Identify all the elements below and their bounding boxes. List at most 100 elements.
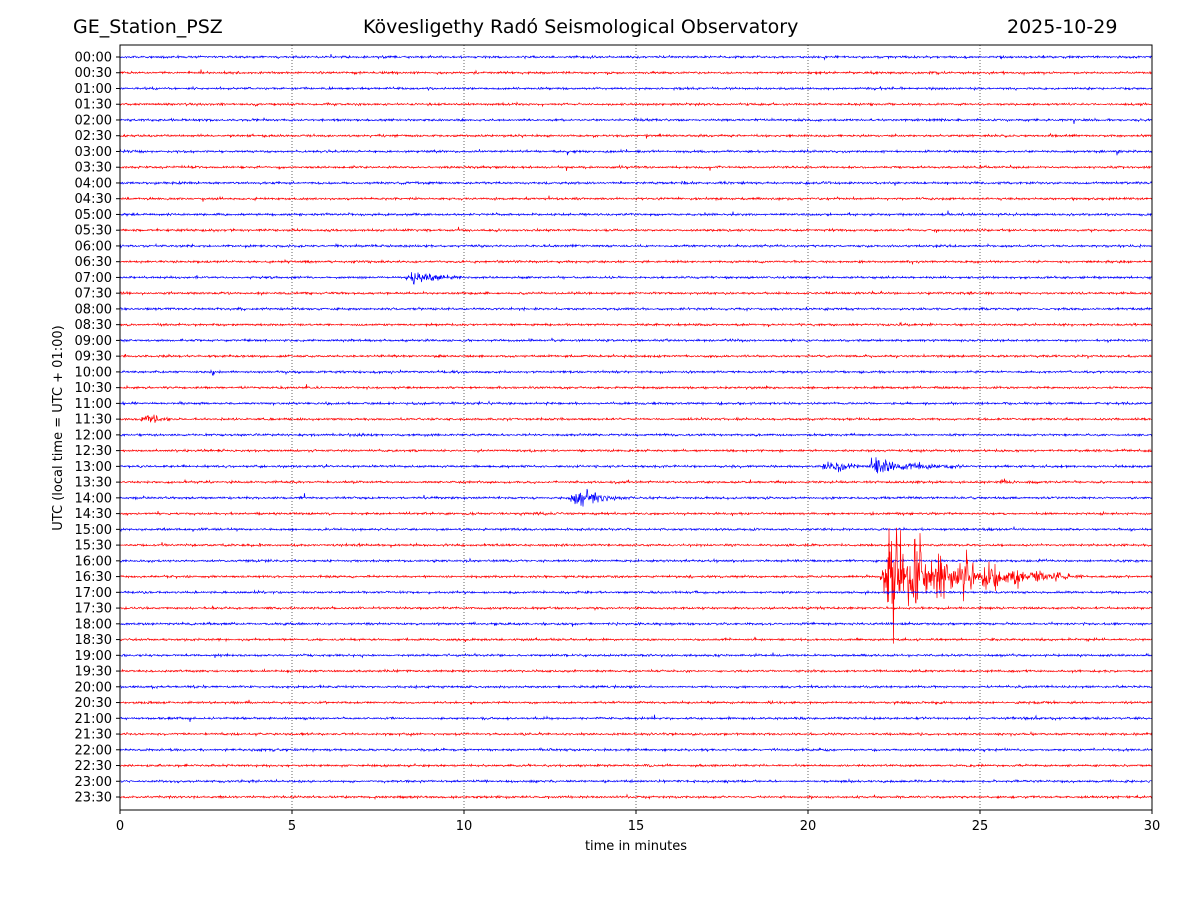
row-time-label: 17:30 (75, 602, 112, 617)
seismic-trace-1530 (120, 542, 1152, 548)
seismic-trace-0300 (120, 148, 1152, 156)
seismic-trace-1230 (120, 448, 1152, 454)
row-time-label: 01:30 (75, 98, 112, 113)
seismic-trace-1400 (120, 488, 1152, 507)
seismic-trace-0030 (120, 69, 1152, 76)
seismic-trace-2130 (120, 730, 1152, 738)
row-time-label: 05:30 (75, 224, 112, 239)
seismic-trace-2000 (120, 684, 1152, 690)
row-time-label: 14:00 (75, 491, 112, 506)
row-time-label: 16:00 (75, 554, 112, 569)
row-time-label: 07:30 (75, 287, 112, 302)
row-time-label: 19:30 (75, 665, 112, 680)
row-time-label: 20:30 (75, 696, 112, 711)
station-title: GE_Station_PSZ (73, 16, 223, 38)
x-tick-label: 15 (628, 819, 645, 834)
seismic-trace-0400 (120, 180, 1152, 186)
seismic-trace-2300 (120, 778, 1152, 784)
seismic-trace-1630 (120, 527, 1152, 644)
seismic-trace-1100 (120, 400, 1152, 407)
x-tick-label: 0 (116, 819, 124, 834)
seismic-trace-1130 (120, 414, 1152, 423)
seismic-trace-1800 (120, 621, 1152, 627)
seismic-trace-0700 (120, 272, 1152, 285)
row-time-label: 13:00 (75, 460, 112, 475)
row-time-label: 16:30 (75, 570, 112, 585)
row-time-label: 04:30 (75, 192, 112, 207)
row-time-label: 12:00 (75, 428, 112, 443)
row-time-label: 12:30 (75, 444, 112, 459)
row-time-label: 00:30 (75, 66, 112, 81)
seismic-trace-2330 (120, 793, 1152, 801)
row-time-label: 23:30 (75, 791, 112, 806)
row-time-label: 02:30 (75, 129, 112, 144)
row-time-label: 13:30 (75, 476, 112, 491)
seismic-trace-0330 (120, 164, 1152, 172)
seismic-trace-0130 (120, 101, 1152, 108)
row-time-label: 21:00 (75, 712, 112, 727)
seismic-trace-1000 (120, 368, 1152, 376)
seismic-trace-1700 (120, 589, 1152, 596)
row-time-label: 20:00 (75, 680, 112, 695)
row-time-label: 10:00 (75, 365, 112, 380)
chart-title: Kövesligethy Radó Seismological Observat… (363, 16, 799, 38)
seismic-trace-0230 (120, 132, 1152, 139)
row-time-label: 19:00 (75, 649, 112, 664)
seismic-trace-0630 (120, 258, 1152, 265)
row-time-label: 10:30 (75, 381, 112, 396)
seismic-trace-1930 (120, 668, 1152, 674)
seismic-trace-2100 (120, 714, 1152, 722)
seismic-trace-1030 (120, 384, 1152, 391)
seismic-trace-0530 (120, 226, 1152, 234)
row-time-label: 18:30 (75, 633, 112, 648)
row-time-label: 11:30 (75, 413, 112, 428)
row-time-label: 06:30 (75, 255, 112, 270)
x-tick-label: 10 (456, 819, 473, 834)
seismic-trace-0000 (120, 54, 1152, 61)
row-time-label: 05:00 (75, 208, 112, 223)
row-time-label: 15:00 (75, 523, 112, 538)
seismic-trace-0930 (120, 353, 1152, 360)
seismic-trace-1830 (120, 636, 1152, 643)
seismic-trace-2200 (120, 746, 1152, 753)
seismic-trace-0600 (120, 242, 1152, 249)
x-tick-label: 20 (800, 819, 817, 834)
seismic-trace-1500 (120, 526, 1152, 533)
x-tick-label: 25 (972, 819, 989, 834)
x-axis-label: time in minutes (585, 839, 687, 854)
row-time-label: 18:00 (75, 617, 112, 632)
row-time-label: 09:00 (75, 334, 112, 349)
seismic-trace-0900 (120, 337, 1152, 344)
row-time-label: 21:30 (75, 728, 112, 743)
row-time-label: 00:00 (75, 51, 112, 66)
seismic-trace-0100 (120, 85, 1152, 92)
row-time-label: 02:00 (75, 113, 112, 128)
seismic-trace-2230 (120, 762, 1152, 769)
row-time-label: 14:30 (75, 507, 112, 522)
row-time-label: 06:00 (75, 239, 112, 254)
y-axis-label: UTC (local time = UTC + 01:00) (51, 325, 66, 530)
date-title: 2025-10-29 (1007, 16, 1118, 38)
row-time-label: 11:00 (75, 397, 112, 412)
x-tick-label: 30 (1144, 819, 1161, 834)
seismic-trace-1430 (120, 510, 1152, 517)
x-tick-label: 5 (288, 819, 296, 834)
row-time-label: 08:30 (75, 318, 112, 333)
seismic-trace-1200 (120, 432, 1152, 438)
row-time-label: 07:00 (75, 271, 112, 286)
seismic-trace-2030 (120, 699, 1152, 706)
row-time-label: 15:30 (75, 539, 112, 554)
seismic-trace-0430 (120, 195, 1152, 202)
seismic-trace-0830 (120, 321, 1152, 328)
row-time-label: 22:00 (75, 743, 112, 758)
row-time-label: 08:00 (75, 302, 112, 317)
row-time-label: 01:00 (75, 82, 112, 97)
seismic-trace-0730 (120, 290, 1152, 297)
row-time-label: 23:00 (75, 775, 112, 790)
seismic-trace-1330 (120, 478, 1152, 485)
seismic-trace-0500 (120, 210, 1152, 218)
row-time-label: 22:30 (75, 759, 112, 774)
row-time-label: 03:00 (75, 145, 112, 160)
row-time-label: 04:00 (75, 176, 112, 191)
